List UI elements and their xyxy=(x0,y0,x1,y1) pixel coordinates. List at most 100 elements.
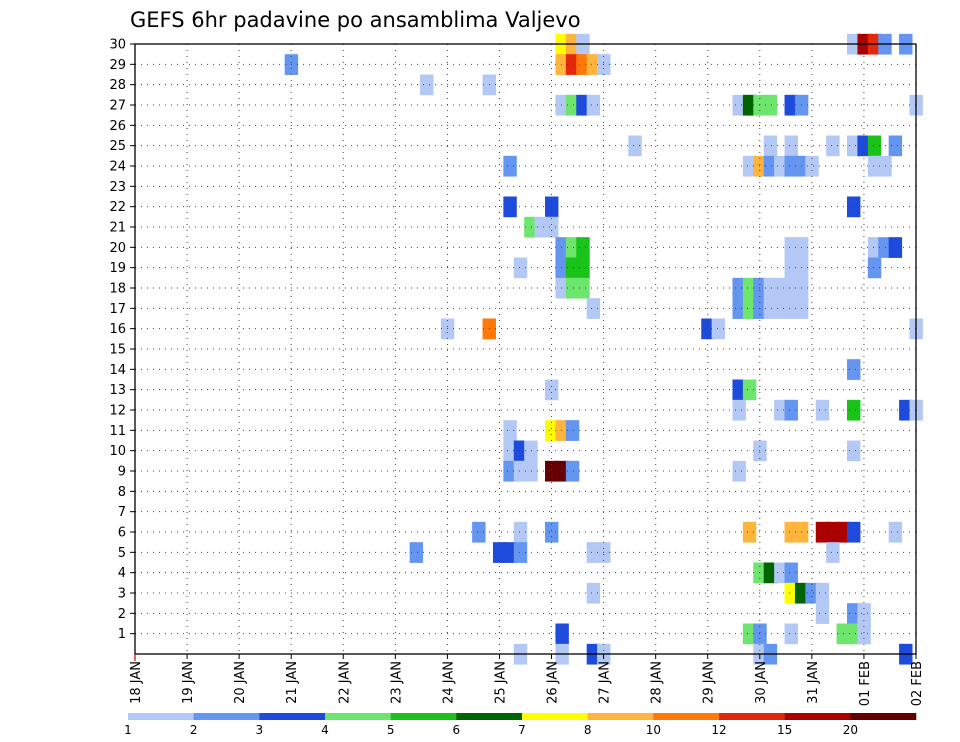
x-tick-label: 02 FEB xyxy=(910,661,925,706)
heatmap-cell xyxy=(565,237,580,258)
y-tick-label: 3 xyxy=(118,587,126,602)
heatmap-cell xyxy=(847,623,861,645)
heatmap-cell xyxy=(503,155,517,177)
heatmap-cell xyxy=(847,399,861,421)
x-tick-label: 26 JAN xyxy=(546,661,561,704)
y-tick-label: 17 xyxy=(109,302,126,317)
heatmap-cell xyxy=(774,298,788,319)
y-tick-label: 14 xyxy=(109,363,126,378)
heatmap-cell xyxy=(576,54,590,75)
colorbar-swatch xyxy=(587,713,654,720)
heatmap-cell xyxy=(545,379,559,401)
heatmap-cell xyxy=(805,582,819,604)
heatmap-cell xyxy=(565,460,580,482)
y-tick-label: 4 xyxy=(118,566,126,581)
heatmap-cell xyxy=(763,298,778,319)
x-tick-label: 20 JAN xyxy=(233,661,248,704)
heatmap-cell xyxy=(784,94,798,116)
heatmap-cell xyxy=(784,623,798,645)
heatmap-cell xyxy=(503,196,517,218)
heatmap-cell xyxy=(774,399,788,421)
heatmap-cell xyxy=(586,542,601,563)
x-tick-label: 23 JAN xyxy=(389,661,404,704)
heatmap-cell xyxy=(742,277,757,299)
heatmap-cell xyxy=(513,521,528,543)
heatmap-cell xyxy=(888,135,903,157)
heatmap-cell xyxy=(815,582,830,604)
heatmap-cell xyxy=(867,135,882,157)
heatmap-cell xyxy=(878,237,892,258)
x-tick-label: 18 JAN xyxy=(129,661,144,704)
heatmap-cell xyxy=(555,257,569,279)
heatmap-cell xyxy=(847,196,861,218)
heatmap-cell xyxy=(815,521,830,543)
heatmap-cell xyxy=(472,521,486,543)
y-tick-label: 30 xyxy=(109,38,126,53)
heatmap-cell xyxy=(784,237,798,258)
colorbar-swatch xyxy=(259,713,326,720)
heatmap-cell xyxy=(545,216,559,238)
x-tick-label: 21 JAN xyxy=(285,661,300,704)
heatmap-cell xyxy=(847,603,861,624)
colorbar-swatch xyxy=(653,713,720,720)
colorbar-tick-label: 3 xyxy=(256,723,264,737)
y-axis: 1234567891011121314151617181920212223242… xyxy=(109,38,135,642)
y-tick-label: 22 xyxy=(109,200,126,215)
cells-layer xyxy=(284,33,923,665)
x-tick-label: 22 JAN xyxy=(337,661,352,704)
heatmap-cell xyxy=(826,135,840,157)
heatmap-cell xyxy=(586,54,601,75)
heatmap-cell xyxy=(763,155,778,177)
heatmap-cell xyxy=(503,460,517,482)
heatmap-cell xyxy=(899,399,913,421)
heatmap-cell xyxy=(492,542,507,563)
heatmap-cell xyxy=(867,237,882,258)
x-tick-label: 31 JAN xyxy=(806,661,821,704)
colorbar-tick-label: 1 xyxy=(124,723,132,737)
heatmap-cell xyxy=(503,420,517,441)
heatmap-cell xyxy=(847,359,861,380)
heatmap-cell xyxy=(732,298,746,319)
heatmap-cell xyxy=(586,582,601,604)
heatmap-cell xyxy=(732,379,746,401)
colorbar-swatch xyxy=(456,713,523,720)
heatmap-cell xyxy=(555,54,569,75)
colorbar-tick-label: 15 xyxy=(777,723,792,737)
heatmap-cell xyxy=(576,237,590,258)
heatmap-cell xyxy=(503,440,517,462)
heatmap-cell xyxy=(847,521,861,543)
colorbar-tick-label: 20 xyxy=(843,723,858,737)
y-tick-label: 25 xyxy=(109,139,126,154)
colorbar-tick-label: 10 xyxy=(646,723,661,737)
heatmap-cell xyxy=(513,460,528,482)
heatmap-cell xyxy=(555,420,569,441)
x-tick-label: 24 JAN xyxy=(441,661,456,704)
heatmap-cell xyxy=(763,135,778,157)
colorbar-tick-label: 7 xyxy=(518,723,526,737)
heatmap-cell xyxy=(784,155,798,177)
grid-layer xyxy=(135,44,916,654)
heatmap-cell xyxy=(555,237,569,258)
heatmap-cell xyxy=(742,623,757,645)
heatmap-cell xyxy=(524,216,538,238)
heatmap-cell xyxy=(565,54,580,75)
y-tick-label: 6 xyxy=(118,526,126,541)
y-tick-label: 2 xyxy=(118,607,126,622)
heatmap-cell xyxy=(867,155,882,177)
y-tick-label: 26 xyxy=(109,119,126,134)
y-tick-label: 16 xyxy=(109,322,126,337)
heatmap-cell xyxy=(420,74,434,96)
x-tick-label: 30 JAN xyxy=(754,661,769,704)
heatmap-cell xyxy=(513,542,528,563)
colorbar-swatch xyxy=(128,713,194,720)
colorbar-swatch xyxy=(719,713,785,720)
heatmap-cell xyxy=(534,216,549,238)
heatmap-cell xyxy=(774,155,788,177)
y-tick-label: 24 xyxy=(109,160,126,175)
y-tick-label: 1 xyxy=(118,627,126,642)
y-tick-label: 27 xyxy=(109,99,126,114)
heatmap-cell xyxy=(628,135,642,157)
colorbar-swatch xyxy=(784,713,851,720)
heatmap-cell xyxy=(555,623,569,645)
heatmap-cell xyxy=(524,440,538,462)
